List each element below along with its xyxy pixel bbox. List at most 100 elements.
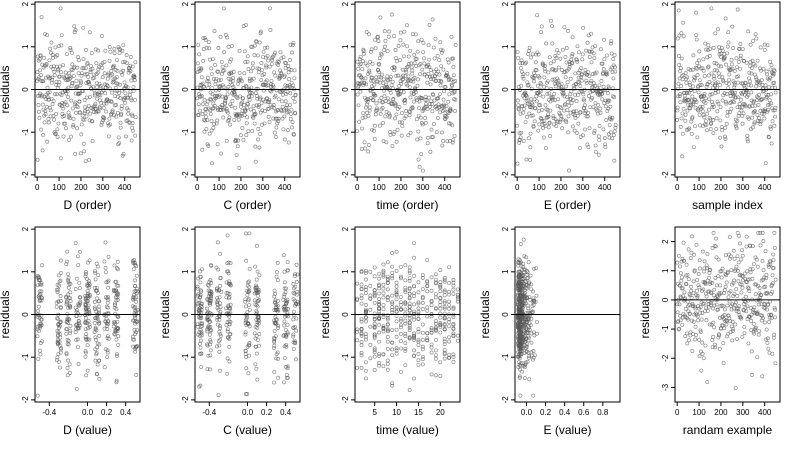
- data-point: [246, 280, 250, 285]
- data-point: [765, 340, 770, 345]
- data-point: [96, 304, 101, 309]
- data-point: [68, 46, 73, 50]
- data-point: [772, 230, 777, 235]
- data-point: [707, 275, 711, 280]
- data-point: [702, 92, 707, 96]
- data-point: [290, 50, 295, 55]
- data-point: [381, 352, 386, 357]
- x-tick-label: 100: [692, 183, 706, 192]
- data-point: [199, 329, 204, 334]
- data-point: [83, 159, 88, 164]
- y-axis-title: residuals: [638, 65, 652, 113]
- data-point: [270, 62, 274, 67]
- data-point: [245, 115, 250, 120]
- data-point: [425, 258, 430, 263]
- data-point: [237, 165, 242, 170]
- data-point: [359, 339, 364, 344]
- data-point: [397, 120, 402, 125]
- data-point: [133, 284, 137, 288]
- data-point: [288, 102, 293, 107]
- data-point: [771, 335, 776, 340]
- data-point: [73, 28, 78, 33]
- data-point: [196, 113, 201, 118]
- data-point: [74, 110, 79, 115]
- data-point: [276, 116, 281, 121]
- data-point: [403, 346, 408, 351]
- data-point: [255, 66, 260, 71]
- data-point: [291, 313, 296, 318]
- data-point: [272, 345, 276, 350]
- data-point: [416, 309, 421, 314]
- data-point: [359, 301, 364, 306]
- data-point: [420, 354, 425, 359]
- data-point: [377, 271, 382, 276]
- data-point: [131, 318, 135, 323]
- data-point: [706, 43, 711, 48]
- data-point: [107, 116, 112, 121]
- data-point: [226, 335, 231, 340]
- data-point: [221, 6, 226, 11]
- data-point: [68, 323, 73, 328]
- data-point: [691, 84, 695, 89]
- data-point: [735, 337, 739, 341]
- data-point: [244, 105, 249, 110]
- data-point: [84, 72, 89, 76]
- data-point: [276, 325, 281, 330]
- data-point: [766, 134, 771, 139]
- data-point: [425, 107, 430, 111]
- data-point: [747, 104, 752, 109]
- data-point: [247, 97, 252, 102]
- data-point: [280, 104, 285, 109]
- data-point: [202, 36, 207, 41]
- data-point: [114, 378, 119, 383]
- data-point: [686, 67, 691, 71]
- data-point: [281, 333, 286, 338]
- data-point: [35, 393, 40, 398]
- data-point: [602, 57, 607, 62]
- data-point: [208, 96, 213, 101]
- data-point: [683, 118, 688, 123]
- data-point: [451, 73, 456, 78]
- data-point: [434, 130, 439, 135]
- data-point: [92, 109, 96, 114]
- data-point: [738, 66, 743, 71]
- data-point: [396, 44, 401, 48]
- data-point: [73, 305, 78, 310]
- data-point: [114, 75, 119, 80]
- data-point: [285, 364, 290, 369]
- data-point: [451, 359, 456, 364]
- y-tick-label: 0: [341, 312, 350, 317]
- data-point: [543, 63, 547, 68]
- data-point: [433, 348, 438, 353]
- data-point: [219, 59, 224, 64]
- data-point: [695, 135, 700, 140]
- data-point: [285, 330, 290, 335]
- data-point: [210, 92, 215, 97]
- data-point: [772, 245, 777, 250]
- data-point: [410, 71, 415, 76]
- data-point: [247, 303, 252, 307]
- data-point: [124, 60, 129, 65]
- data-point: [356, 103, 361, 108]
- data-point: [708, 127, 713, 132]
- data-point: [401, 90, 406, 95]
- data-point: [585, 40, 590, 45]
- data-point: [703, 100, 708, 105]
- data-point: [209, 128, 214, 133]
- data-point: [697, 78, 702, 83]
- data-point: [736, 260, 741, 265]
- data-point: [113, 332, 118, 337]
- data-point: [239, 79, 244, 84]
- data-point: [215, 142, 220, 147]
- data-point: [439, 64, 444, 69]
- data-point: [574, 57, 579, 62]
- data-point: [542, 75, 547, 80]
- data-point: [586, 70, 591, 75]
- data-point: [579, 78, 584, 83]
- data-point: [85, 321, 90, 325]
- data-point: [584, 78, 589, 83]
- data-point: [212, 29, 217, 34]
- data-point: [429, 127, 434, 132]
- data-point: [45, 139, 50, 144]
- x-axis-title: sample index: [692, 198, 763, 212]
